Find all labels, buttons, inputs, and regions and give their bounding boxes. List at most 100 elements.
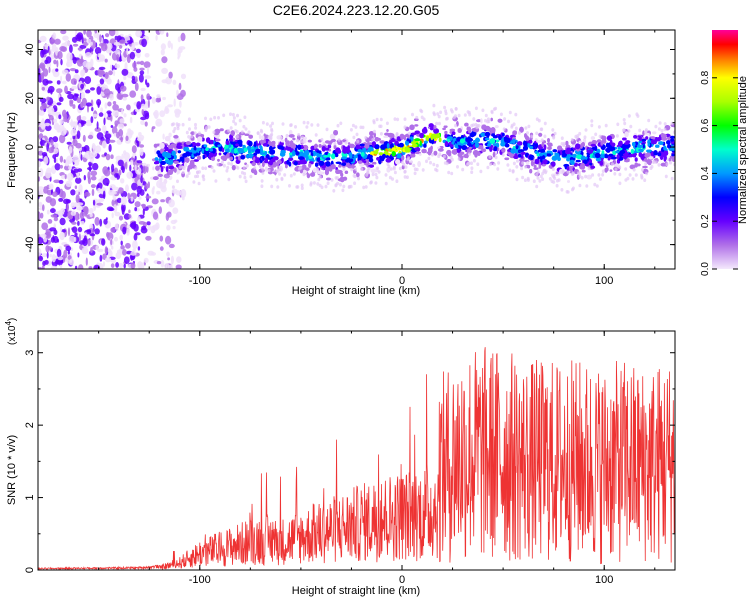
heatmap-cell [298, 156, 305, 160]
heatmap-cell [507, 149, 511, 153]
heatmap-cell [353, 154, 358, 159]
heatmap-cell [219, 128, 224, 132]
heatmap-cell [81, 116, 87, 121]
heatmap-cell [391, 177, 394, 181]
heatmap-cell [580, 176, 584, 180]
heatmap-cell [623, 121, 627, 126]
heatmap-cell [53, 142, 59, 149]
heatmap-cell [230, 141, 235, 145]
heatmap-cell [159, 142, 165, 149]
heatmap-cell [292, 137, 296, 141]
heatmap-cell [555, 183, 559, 188]
heatmap-cell [176, 169, 180, 175]
heatmap-cell [60, 190, 66, 200]
heatmap-cell [82, 237, 88, 247]
heatmap-cell [160, 166, 164, 173]
heatmap-cell [114, 173, 119, 178]
heatmap-cell [267, 168, 271, 173]
heatmap-cell [587, 166, 591, 171]
heatmap-cell [222, 163, 226, 168]
heatmap-cell [407, 131, 411, 136]
heatmap-cell [108, 144, 112, 152]
heatmap-cell [41, 253, 48, 258]
heatmap-cell [507, 119, 510, 124]
heatmap-cell [58, 197, 64, 202]
heatmap-cell [438, 148, 444, 152]
heatmap-cell [279, 136, 283, 140]
heatmap-cell [451, 149, 458, 155]
heatmap-cell [670, 176, 674, 181]
heatmap-cell [43, 156, 49, 165]
heatmap-cell [497, 161, 501, 165]
snr-series-line [38, 347, 675, 570]
heatmap-cell [123, 123, 127, 127]
heatmap-cell [97, 248, 104, 253]
heatmap-cell [324, 166, 328, 171]
heatmap-cell [81, 247, 89, 255]
heatmap-cell [76, 32, 84, 40]
heatmap-cell [60, 208, 65, 214]
heatmap-cell [484, 131, 491, 137]
heatmap-cell [299, 139, 303, 143]
heatmap-cell [173, 160, 180, 164]
heatmap-cell [419, 140, 422, 146]
heatmap-cell [173, 219, 178, 223]
heatmap-cell [68, 214, 73, 220]
heatmap-cell [406, 157, 410, 162]
heatmap-cell [116, 197, 122, 204]
heatmap-cell [157, 154, 161, 157]
heatmap-cell [80, 120, 87, 125]
heatmap-cell [280, 139, 284, 143]
heatmap-cell [121, 108, 124, 115]
heatmap-cell [560, 188, 564, 192]
heatmap-cell [433, 112, 436, 117]
heatmap-cell [467, 152, 471, 156]
heatmap-cell [58, 179, 64, 184]
heatmap-cell [121, 164, 126, 174]
heatmap-cell [280, 149, 286, 155]
heatmap-cell [515, 165, 519, 169]
heatmap-cell [204, 166, 208, 171]
heatmap-cell [442, 154, 446, 159]
heatmap-cell [543, 134, 547, 139]
heatmap-cell [541, 171, 545, 176]
heatmap-cell [134, 232, 141, 236]
heatmap-cell [430, 145, 433, 151]
heatmap-cell [352, 174, 356, 178]
heatmap-cell [180, 32, 186, 42]
heatmap-cell [285, 164, 288, 169]
heatmap-cell [297, 167, 301, 171]
heatmap-cell [123, 113, 127, 118]
heatmap-cell [476, 119, 482, 123]
heatmap-cell [171, 150, 176, 156]
heatmap-cell [516, 159, 519, 163]
heatmap-cell [44, 59, 49, 65]
heatmap-cell [177, 56, 180, 60]
heatmap-cell [475, 125, 479, 130]
heatmap-cell [360, 152, 365, 157]
y-tick-label: 0 [24, 144, 36, 150]
heatmap-cell [221, 155, 228, 161]
heatmap-cell [512, 161, 516, 166]
heatmap-cell [444, 141, 449, 147]
heatmap-cell [259, 145, 262, 149]
heatmap-cell [80, 55, 84, 65]
heatmap-cell [126, 104, 131, 111]
heatmap-cell [265, 166, 268, 172]
heatmap-cell [270, 129, 274, 133]
heatmap-cell [129, 222, 136, 228]
heatmap-cell [663, 145, 667, 151]
heatmap-cell [173, 135, 179, 139]
heatmap-cell [647, 118, 651, 123]
heatmap-cell [541, 177, 545, 181]
heatmap-cell [650, 164, 654, 169]
heatmap-cell [112, 104, 119, 111]
heatmap-cell [465, 137, 469, 142]
heatmap-cell [103, 218, 108, 225]
colorbar: 0.0 0.2 0.4 0.6 0.8 Normalized spectral ampl… [700, 30, 749, 276]
heatmap-cell [48, 49, 51, 56]
heatmap-cell [82, 60, 89, 68]
heatmap-cell [144, 112, 150, 120]
heatmap-cell [160, 199, 166, 203]
